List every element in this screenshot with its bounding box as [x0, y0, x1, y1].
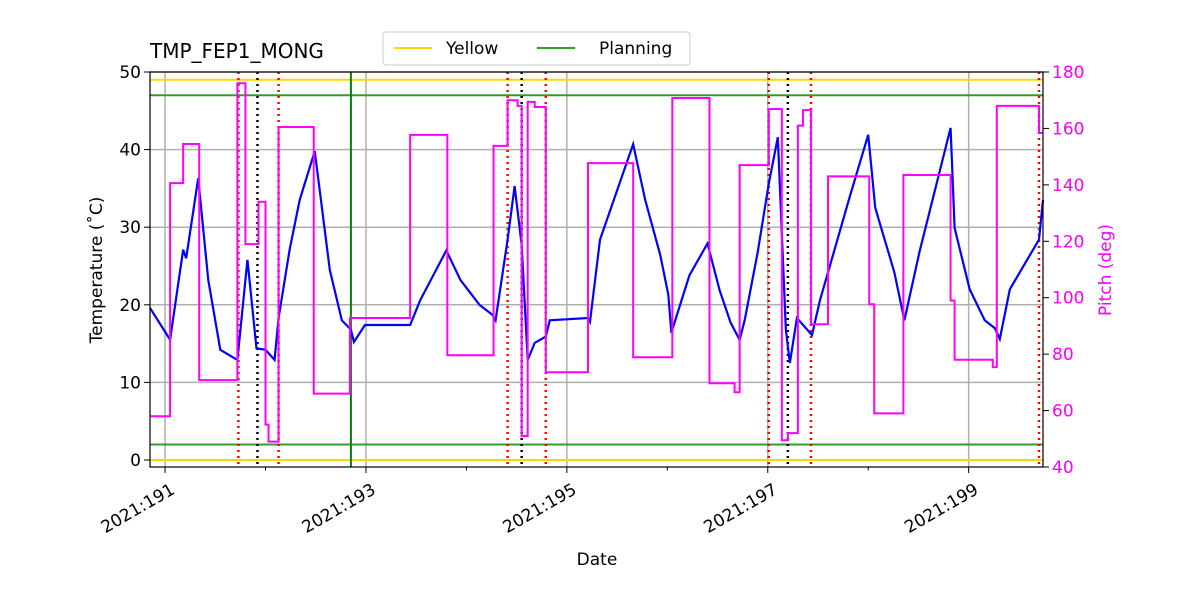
- y2-tick-label: 80: [1052, 345, 1074, 365]
- x-tick-label: 2021:193: [299, 480, 380, 538]
- y2-tick-label: 100: [1052, 289, 1084, 309]
- y2-tick-label: 160: [1052, 119, 1084, 139]
- x-tick-label: 2021:195: [500, 480, 581, 538]
- y2-tick-label: 120: [1052, 232, 1084, 252]
- y-axis-label: Temperature (˚C): [86, 197, 107, 345]
- y-tick-label: 40: [119, 141, 141, 161]
- x-tick-label: 2021:191: [98, 480, 179, 538]
- limit-lines: [150, 78, 1043, 462]
- y-tick-label: 20: [119, 296, 141, 316]
- y2-tick-label: 60: [1052, 402, 1074, 422]
- y2-tick-label: 40: [1052, 458, 1074, 478]
- y-tick-label: 10: [119, 373, 141, 393]
- y2-tick-label: 180: [1052, 63, 1084, 83]
- y-tick-label: 30: [119, 218, 141, 238]
- legend-yellow-label: Yellow: [445, 39, 498, 59]
- y2-tick-label: 140: [1052, 176, 1084, 196]
- chart-title: TMP_FEP1_MONG: [149, 39, 324, 63]
- pitch-line: [150, 82, 1043, 443]
- legend-box: [382, 31, 691, 66]
- plot-frame: [149, 71, 1044, 468]
- y-tick-label: 0: [130, 451, 141, 471]
- legend-planning-label: Planning: [599, 39, 672, 59]
- y-tick-label: 50: [119, 63, 141, 83]
- y2-axis-label: Pitch (deg): [1096, 224, 1116, 316]
- event-lines: [237, 72, 1041, 467]
- x-tick-label: 2021:199: [901, 480, 982, 538]
- x-axis-label: Date: [577, 550, 618, 570]
- legend: Yellow Planning: [382, 31, 691, 66]
- series: [149, 82, 1045, 443]
- x-tick-label: 2021:197: [701, 480, 782, 538]
